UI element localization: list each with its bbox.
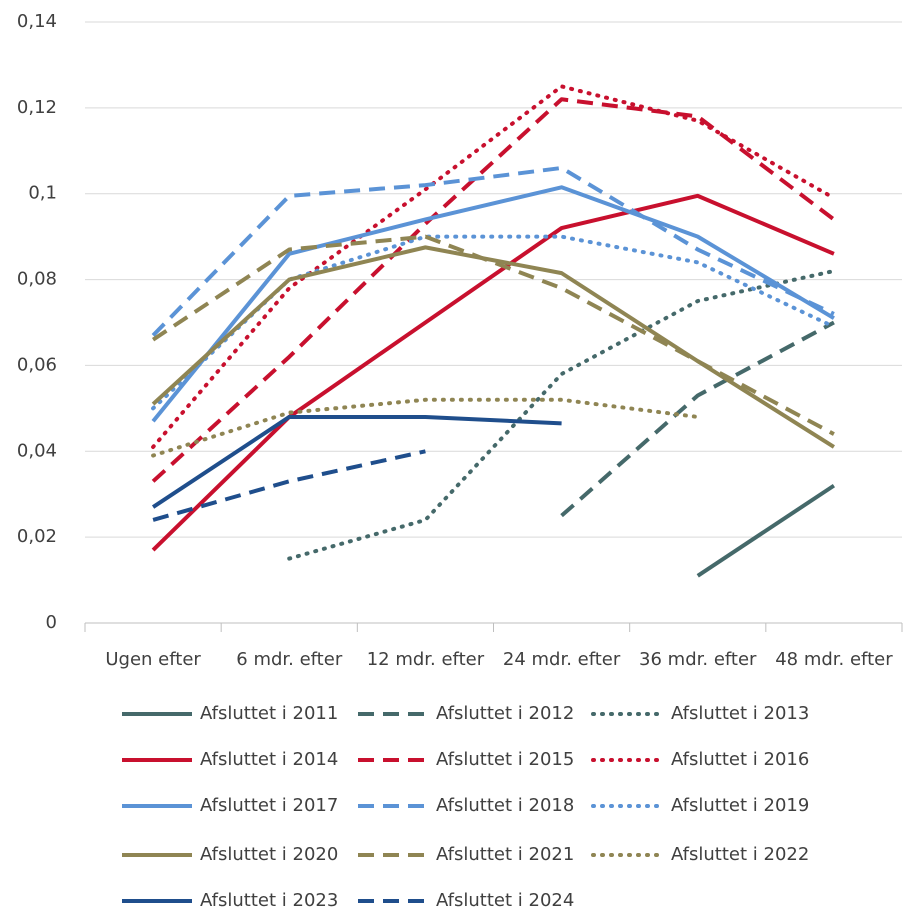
- y-tick-label: 0,06: [17, 354, 57, 375]
- legend-label: Afsluttet i 2019: [671, 795, 809, 816]
- y-tick-label: 0,04: [17, 440, 57, 461]
- series-line: [151, 397, 700, 458]
- series-line: [696, 483, 836, 578]
- y-tick-label: 0,08: [17, 269, 57, 290]
- series-line: [151, 185, 835, 423]
- legend-label: Afsluttet i 2021: [436, 844, 574, 865]
- series-line: [151, 234, 836, 411]
- legend-label: Afsluttet i 2011: [200, 703, 338, 724]
- y-tick-label: 0,14: [17, 11, 57, 32]
- x-tick-label: 24 mdr. efter: [503, 649, 621, 670]
- legend-label: Afsluttet i 2015: [436, 749, 574, 770]
- legend-label: Afsluttet i 2016: [671, 749, 809, 770]
- series-line: [151, 97, 836, 483]
- series-line: [152, 449, 426, 522]
- legend-label: Afsluttet i 2018: [436, 795, 574, 816]
- legend-label: Afsluttet i 2020: [200, 844, 338, 865]
- x-tick-label: Ugen efter: [105, 649, 201, 670]
- legend-label: Afsluttet i 2017: [200, 795, 338, 816]
- legend-label: Afsluttet i 2022: [671, 844, 809, 865]
- series-line: [151, 165, 835, 337]
- legend-label: Afsluttet i 2012: [436, 703, 574, 724]
- legend-label: Afsluttet i 2014: [200, 749, 338, 770]
- x-tick-label: 36 mdr. efter: [639, 649, 757, 670]
- x-tick-label: 48 mdr. efter: [775, 649, 893, 670]
- legend-label: Afsluttet i 2013: [671, 703, 809, 724]
- y-tick-label: 0,12: [17, 97, 57, 118]
- x-tick-label: 6 mdr. efter: [236, 649, 343, 670]
- series-line: [151, 414, 562, 509]
- x-tick-label: 12 mdr. efter: [367, 649, 485, 670]
- series-line: [151, 234, 835, 436]
- y-tick-label: 0: [46, 612, 57, 633]
- y-tick-label: 0,02: [17, 526, 57, 547]
- series-line: [151, 193, 835, 552]
- series-line: [287, 268, 836, 561]
- legend-label: Afsluttet i 2024: [436, 890, 574, 911]
- legend-label: Afsluttet i 2023: [200, 890, 338, 911]
- y-tick-label: 0,1: [28, 183, 57, 204]
- series-line: [560, 320, 835, 518]
